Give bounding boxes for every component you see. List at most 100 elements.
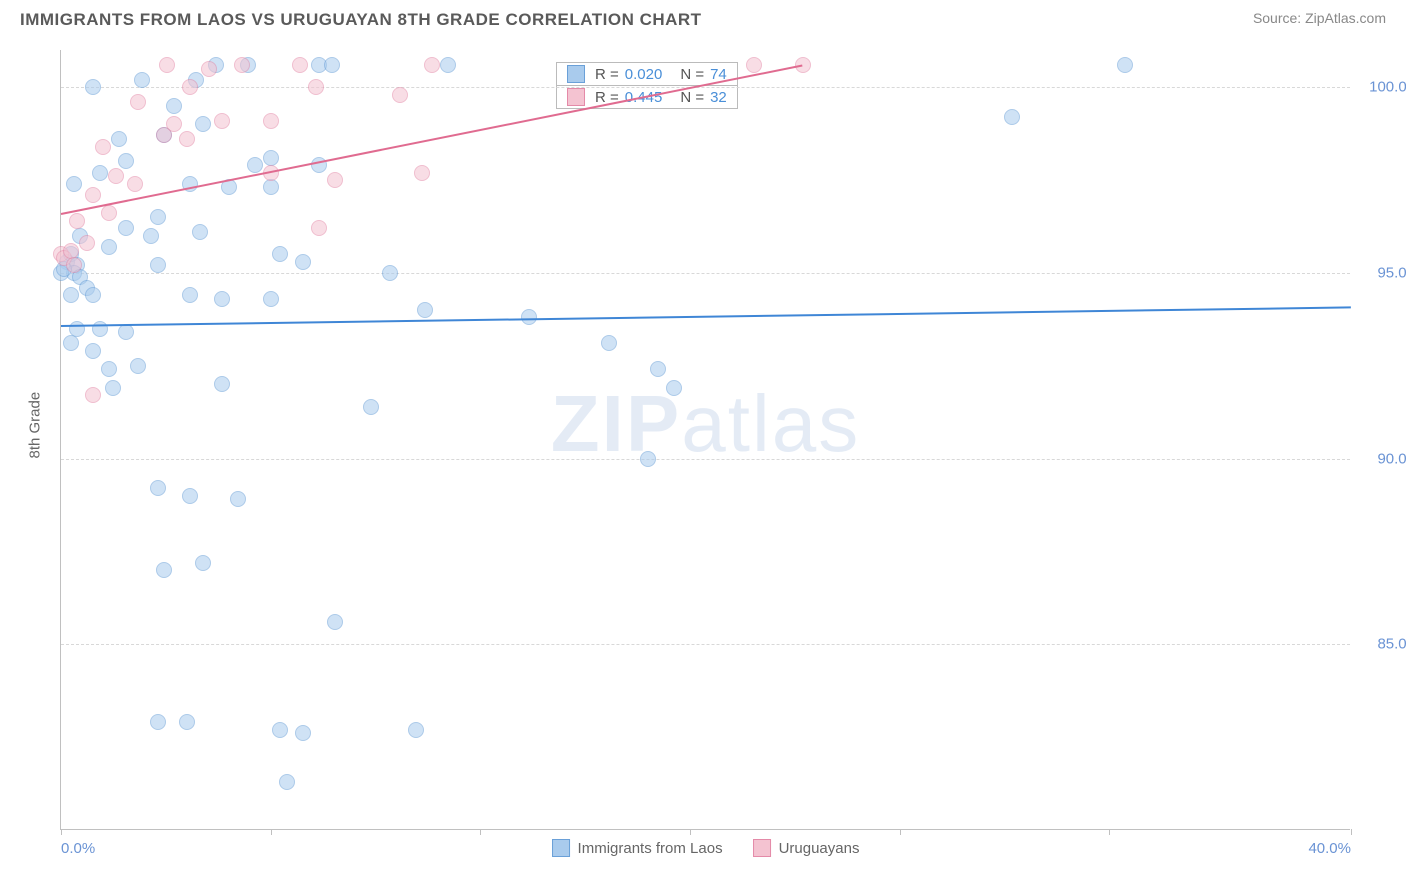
scatter-point	[263, 291, 279, 307]
scatter-point	[118, 220, 134, 236]
scatter-point	[101, 239, 117, 255]
legend-swatch	[753, 839, 771, 857]
scatter-point	[1117, 57, 1133, 73]
scatter-point	[382, 265, 398, 281]
y-tick-label: 90.0%	[1377, 450, 1406, 467]
y-tick-label: 100.0%	[1369, 79, 1406, 96]
x-tick	[480, 829, 481, 835]
legend-item: Uruguayans	[753, 839, 860, 857]
x-tick	[1109, 829, 1110, 835]
legend-item: Immigrants from Laos	[552, 839, 723, 857]
scatter-point	[101, 361, 117, 377]
scatter-point	[214, 113, 230, 129]
scatter-point	[263, 150, 279, 166]
stats-legend-box: R = 0.020N = 74R = 0.445N = 32	[556, 62, 738, 109]
gridline	[61, 87, 1350, 88]
scatter-point	[130, 94, 146, 110]
scatter-point	[192, 224, 208, 240]
stats-n-label: N =	[668, 66, 704, 83]
scatter-point	[79, 235, 95, 251]
scatter-point	[92, 321, 108, 337]
x-tick	[271, 829, 272, 835]
legend-label: Immigrants from Laos	[578, 840, 723, 857]
scatter-point	[150, 480, 166, 496]
scatter-point	[150, 209, 166, 225]
scatter-point	[295, 725, 311, 741]
scatter-point	[308, 79, 324, 95]
scatter-point	[127, 176, 143, 192]
stats-r-label: R =	[591, 66, 619, 83]
scatter-point	[417, 302, 433, 318]
chart-title: IMMIGRANTS FROM LAOS VS URUGUAYAN 8TH GR…	[20, 10, 702, 30]
scatter-point	[66, 257, 82, 273]
scatter-point	[324, 57, 340, 73]
stats-r-value: 0.020	[625, 66, 663, 83]
scatter-point	[182, 287, 198, 303]
scatter-point	[292, 57, 308, 73]
scatter-point	[1004, 109, 1020, 125]
scatter-point	[156, 562, 172, 578]
scatter-point	[150, 257, 166, 273]
scatter-point	[85, 287, 101, 303]
scatter-point	[201, 61, 217, 77]
scatter-point	[108, 168, 124, 184]
scatter-point	[118, 324, 134, 340]
x-tick	[900, 829, 901, 835]
scatter-point	[195, 555, 211, 571]
x-tick-label: 40.0%	[1308, 840, 1351, 857]
scatter-point	[440, 57, 456, 73]
chart-plot-area: ZIPatlas R = 0.020N = 74R = 0.445N = 32 …	[60, 50, 1350, 830]
scatter-point	[424, 57, 440, 73]
scatter-point	[247, 157, 263, 173]
gridline	[61, 644, 1350, 645]
scatter-point	[392, 87, 408, 103]
gridline	[61, 459, 1350, 460]
scatter-point	[311, 220, 327, 236]
scatter-point	[143, 228, 159, 244]
stats-n-value: 32	[710, 89, 727, 106]
scatter-point	[263, 113, 279, 129]
scatter-point	[179, 131, 195, 147]
scatter-point	[130, 358, 146, 374]
scatter-point	[272, 722, 288, 738]
scatter-point	[327, 172, 343, 188]
scatter-point	[66, 176, 82, 192]
scatter-point	[63, 243, 79, 259]
trend-line	[61, 306, 1351, 327]
scatter-point	[214, 376, 230, 392]
scatter-point	[101, 205, 117, 221]
legend-label: Uruguayans	[779, 840, 860, 857]
scatter-point	[85, 79, 101, 95]
scatter-point	[63, 335, 79, 351]
legend-swatch	[567, 88, 585, 106]
scatter-point	[150, 714, 166, 730]
scatter-point	[640, 451, 656, 467]
scatter-point	[85, 187, 101, 203]
x-tick	[1351, 829, 1352, 835]
scatter-point	[69, 321, 85, 337]
scatter-point	[166, 116, 182, 132]
x-tick	[61, 829, 62, 835]
chart-source: Source: ZipAtlas.com	[1253, 10, 1386, 26]
x-tick	[690, 829, 691, 835]
scatter-point	[105, 380, 121, 396]
scatter-point	[272, 246, 288, 262]
scatter-point	[263, 179, 279, 195]
scatter-point	[182, 488, 198, 504]
bottom-legend: Immigrants from Laos Uruguayans	[552, 839, 860, 857]
scatter-point	[234, 57, 250, 73]
scatter-point	[85, 343, 101, 359]
y-tick-label: 95.0%	[1377, 264, 1406, 281]
scatter-point	[182, 79, 198, 95]
scatter-point	[666, 380, 682, 396]
scatter-point	[327, 614, 343, 630]
scatter-point	[69, 213, 85, 229]
scatter-point	[63, 287, 79, 303]
scatter-point	[195, 116, 211, 132]
scatter-point	[166, 98, 182, 114]
scatter-point	[134, 72, 150, 88]
scatter-point	[363, 399, 379, 415]
y-axis-label: 8th Grade	[27, 392, 44, 459]
scatter-point	[111, 131, 127, 147]
scatter-point	[295, 254, 311, 270]
